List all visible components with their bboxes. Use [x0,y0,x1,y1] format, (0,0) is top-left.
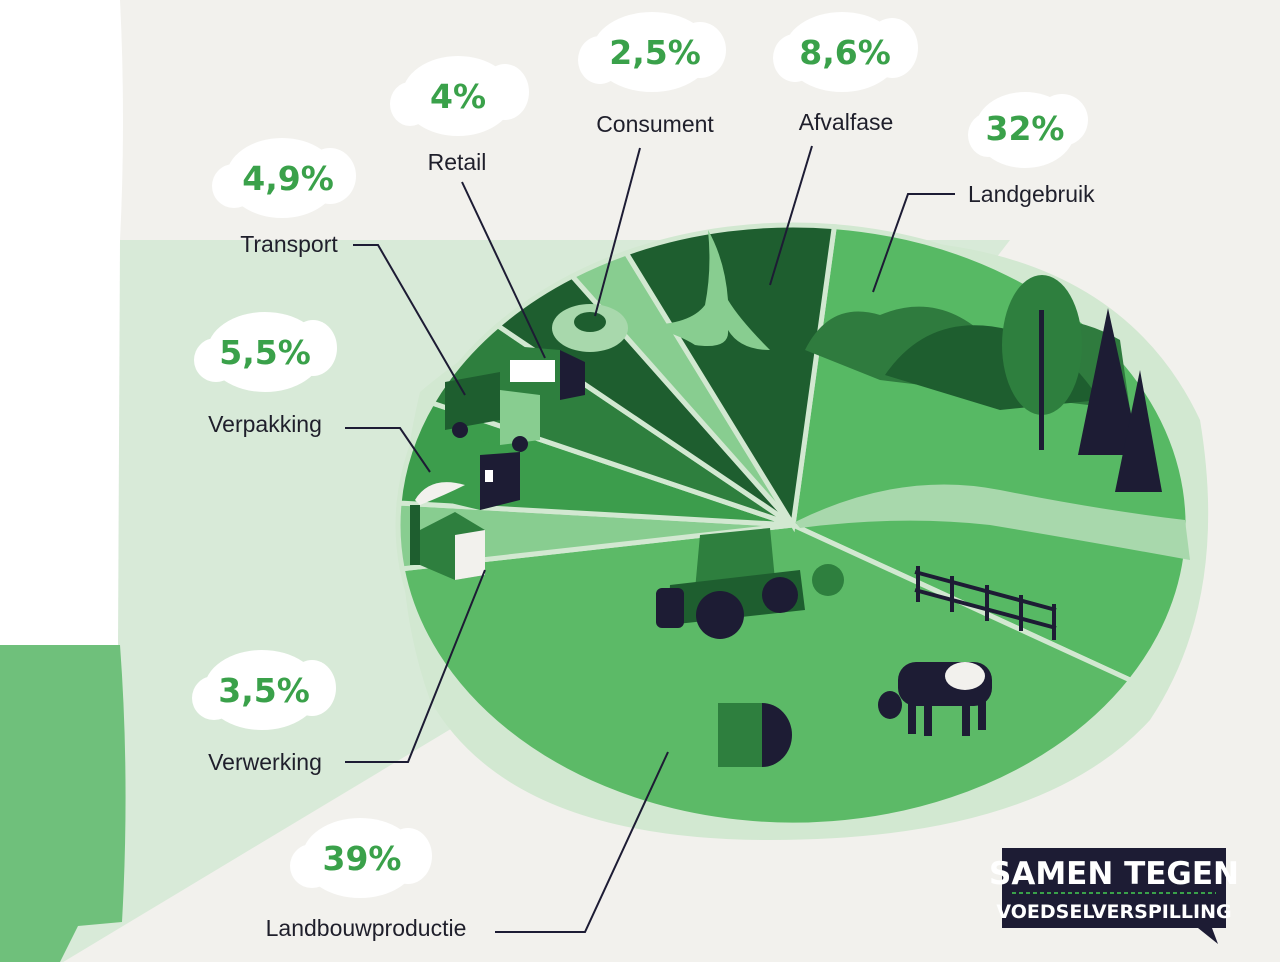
leader-verpakking [345,427,431,473]
illustrations [410,230,1190,767]
cloud-verwerking [192,650,336,730]
category-label-landgebruik: Landgebruik [968,181,1095,207]
pine-tree-1 [1078,308,1140,455]
plate-food [574,312,606,332]
value-label-verwerking: 3,5% [218,671,310,710]
fence [914,566,1057,640]
brand-logo: SAMEN TEGEN VOEDSELVERSPILLING [989,848,1239,944]
value-label-consument: 2,5% [609,33,701,72]
leader-consument [594,147,641,317]
cloud-landgebruik [968,92,1088,168]
value-label-retail: 4% [430,77,486,116]
banana-peel-illustration [645,230,770,350]
leader-lines [345,145,955,933]
truck-illustration [445,372,540,452]
category-label-retail: Retail [428,149,487,175]
logo-badge [1002,848,1226,944]
leader-afvalfase [769,145,813,286]
category-label-verwerking: Verwerking [208,749,322,775]
tree-trunk [1039,310,1044,450]
packaging-warehouse-illustration [438,440,520,510]
value-label-landbouwproductie: 39% [323,839,402,878]
river [795,484,1190,560]
factory-illustration [410,482,485,580]
category-label-afvalfase: Afvalfase [799,109,894,135]
value-labels: 32% 8,6% 2,5% 4% 4,9% 5,5% 3,5% 39% [218,33,1064,878]
leader-landbouwproductie [495,751,669,933]
category-label-landbouwproductie: Landbouwproductie [266,915,467,941]
category-label-verpakking: Verpakking [208,411,322,437]
left-green-panel [0,645,126,962]
cloud-consument [578,12,726,92]
cloud-landbouwproductie [290,818,432,898]
category-labels: Landgebruik Afvalfase Consument Retail T… [208,109,1095,941]
value-label-afvalfase: 8,6% [799,33,891,72]
cloud-afvalfase [773,12,918,92]
category-label-consument: Consument [596,111,714,137]
pine-tree-2 [1115,370,1162,492]
left-white-panel [0,0,123,240]
cloud-retail [390,56,529,136]
logo-line-2: VOEDSELVERSPILLING [996,901,1231,923]
category-label-transport: Transport [240,231,338,257]
cloud-verpakking [194,312,337,392]
shop-illustration [500,345,585,400]
hay-bale-large-side [718,703,762,767]
value-label-landgebruik: 32% [986,109,1065,148]
value-label-transport: 4,9% [242,159,334,198]
pie-slice-afvalfase [622,222,838,533]
leader-transport [353,244,466,396]
leader-verwerking [345,569,486,763]
logo-line-1: SAMEN TEGEN [989,856,1239,892]
leader-landgebruik [872,193,955,293]
percentage-clouds [192,12,1088,898]
value-label-verpakking: 5,5% [219,333,311,372]
tractor-illustration [656,528,805,639]
cow-illustration [878,662,992,736]
cloud-transport [212,138,356,218]
hay-bale-small [812,564,844,596]
left-white-panel-lower [0,240,120,645]
leader-retail [461,181,546,359]
